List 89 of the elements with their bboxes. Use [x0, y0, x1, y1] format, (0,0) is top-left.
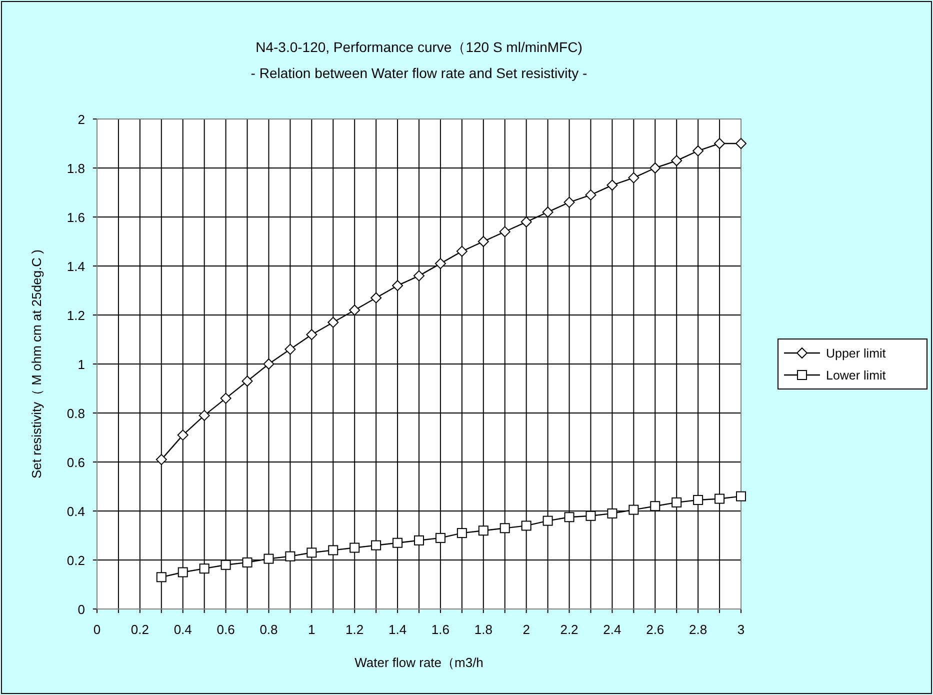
- point: [456, 528, 467, 538]
- x-tick-label: 2.4: [603, 622, 622, 637]
- legend-label: Lower limit: [826, 368, 886, 382]
- legend-label: Upper limit: [826, 346, 886, 360]
- point: [542, 516, 553, 526]
- x-tick-label: 0.8: [260, 622, 278, 637]
- point: [435, 532, 446, 543]
- x-tick-label: 3: [737, 622, 745, 637]
- x-tick-label: 0.6: [216, 622, 235, 637]
- point: [542, 206, 554, 218]
- y-tick-label: 2: [78, 112, 85, 127]
- y-tick-label: 0: [78, 602, 85, 617]
- point: [220, 392, 232, 404]
- point: [628, 504, 639, 515]
- point: [521, 520, 532, 531]
- x-tick-label: 1.4: [388, 622, 407, 637]
- x-tick-label: 2.2: [560, 622, 578, 637]
- y-tick-label: 0.8: [66, 406, 85, 421]
- point: [736, 491, 746, 502]
- point: [264, 554, 274, 564]
- y-tick-label: 1: [78, 357, 85, 372]
- point: [714, 138, 726, 149]
- point: [672, 497, 682, 508]
- point: [414, 270, 424, 282]
- point: [349, 304, 360, 316]
- y-tick-label: 0.4: [66, 504, 85, 519]
- point: [478, 236, 489, 247]
- point: [414, 535, 424, 546]
- point: [392, 538, 403, 548]
- point: [156, 572, 166, 582]
- chart-title: N4-3.0-120, Performance curve（120 S ml/minMFC): [256, 39, 582, 55]
- x-tick-label: 1.6: [431, 622, 450, 637]
- point: [242, 376, 253, 387]
- point: [586, 510, 596, 521]
- point: [392, 280, 404, 292]
- point: [606, 180, 618, 191]
- point: [350, 542, 360, 553]
- point: [585, 189, 596, 200]
- point: [456, 246, 468, 257]
- point: [714, 494, 725, 504]
- point: [177, 430, 188, 441]
- point: [628, 172, 640, 184]
- point: [285, 551, 296, 562]
- x-tick-label: 2.6: [646, 622, 664, 637]
- y-tick-label: 1.2: [66, 308, 85, 323]
- point: [371, 540, 382, 550]
- point: [499, 226, 510, 238]
- y-tick-label: 1.8: [66, 161, 85, 176]
- point: [650, 162, 661, 174]
- point: [434, 258, 446, 270]
- y-tick-label: 1.4: [66, 259, 85, 274]
- x-tick-label: 0.2: [130, 622, 149, 637]
- x-tick-label: 0.4: [174, 622, 192, 637]
- point: [500, 523, 510, 534]
- point: [692, 145, 704, 156]
- point: [263, 358, 274, 370]
- point: [520, 216, 532, 228]
- x-axis-title: Water flow rate（m3/h: [354, 655, 484, 670]
- point: [156, 454, 167, 466]
- point: [198, 410, 210, 421]
- point: [650, 501, 660, 512]
- point: [284, 344, 296, 355]
- y-tick-label: 0.6: [66, 455, 85, 470]
- point: [607, 508, 618, 518]
- point: [370, 292, 382, 304]
- x-tick-label: 1: [308, 622, 316, 637]
- x-tick-label: 1.2: [346, 622, 364, 637]
- point: [564, 196, 575, 208]
- point: [736, 138, 746, 149]
- point: [242, 557, 252, 568]
- chart-subtitle: - Relation between Water flow rate and Set resistivity -: [250, 65, 588, 81]
- y-tick-label: 1.6: [66, 210, 85, 225]
- point: [306, 548, 317, 558]
- x-tick-label: 0: [93, 622, 101, 637]
- x-tick-label: 1.8: [474, 622, 492, 637]
- point: [328, 545, 338, 556]
- point: [693, 494, 704, 505]
- y-axis-title: Set resistivity（ M ohm cm at 25deg.C ): [29, 249, 44, 479]
- x-tick-label: 2.8: [689, 622, 708, 637]
- point: [306, 329, 318, 340]
- point: [564, 512, 574, 522]
- point: [178, 567, 188, 578]
- point: [328, 316, 339, 328]
- y-tick-label: 0.2: [66, 553, 85, 568]
- point: [199, 564, 210, 574]
- point: [220, 560, 231, 570]
- point: [478, 526, 488, 536]
- x-tick-label: 2: [522, 622, 530, 637]
- point: [671, 155, 682, 166]
